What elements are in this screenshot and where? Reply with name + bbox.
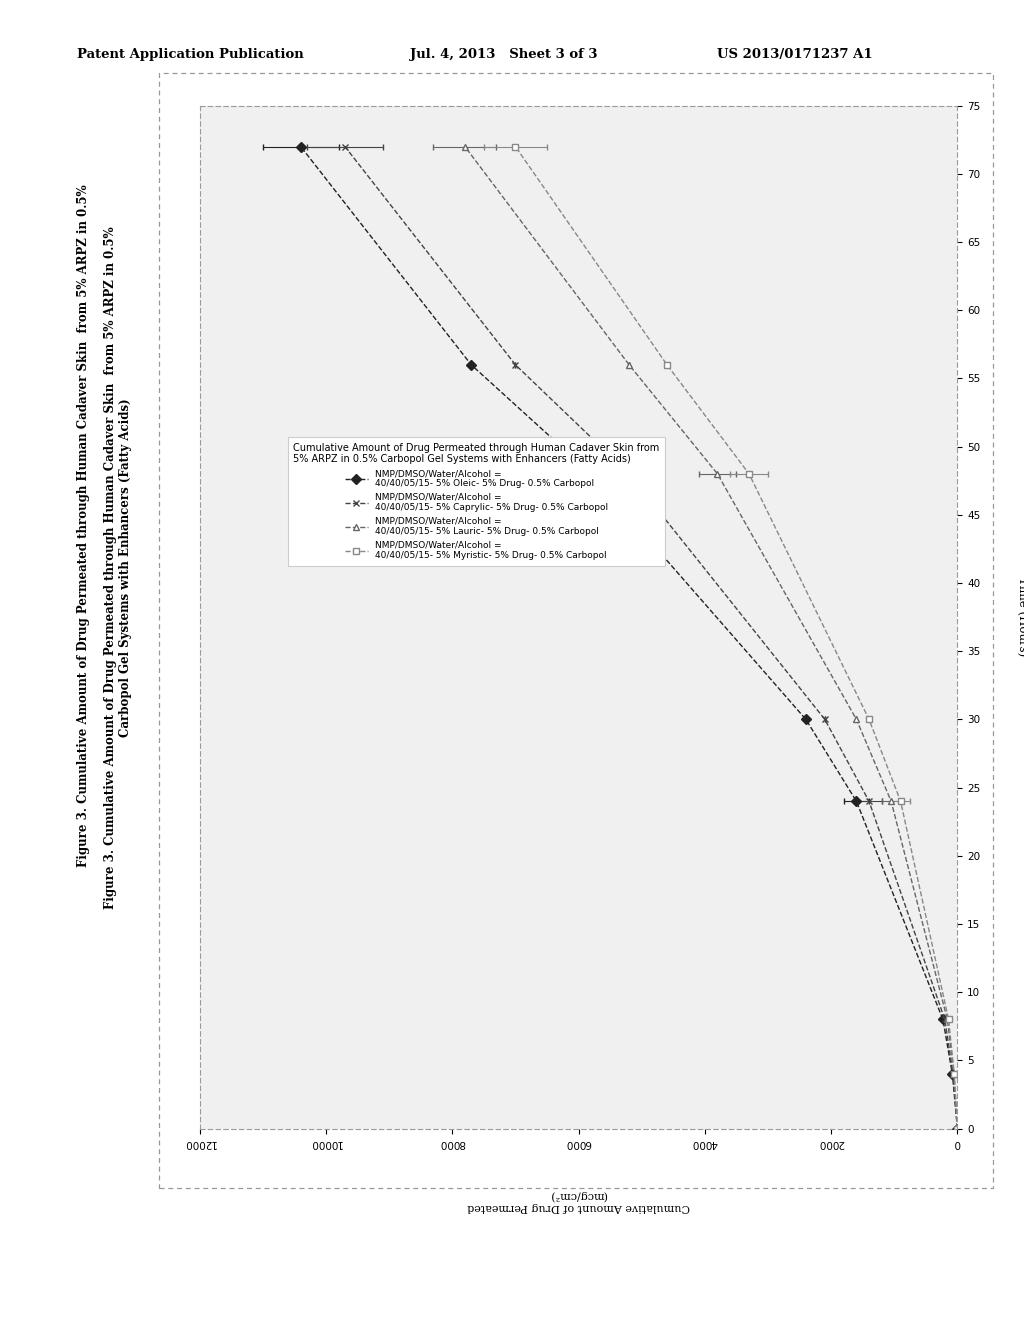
Text: Jul. 4, 2013   Sheet 3 of 3: Jul. 4, 2013 Sheet 3 of 3	[410, 48, 597, 61]
Text: Figure 3. Cumulative Amount of Drug Permeated through Human Cadaver Skin  from 5: Figure 3. Cumulative Amount of Drug Perm…	[77, 185, 90, 867]
Text: Figure 3. Cumulative Amount of Drug Permeated through Human Cadaver Skin  from 5: Figure 3. Cumulative Amount of Drug Perm…	[103, 226, 132, 909]
Legend: NMP/DMSO/Water/Alcohol =
40/40/05/15- 5% Oleic- 5% Drug- 0.5% Carbopol, NMP/DMSO: NMP/DMSO/Water/Alcohol = 40/40/05/15- 5%…	[288, 437, 665, 565]
X-axis label: Cumulative Amount of Drug Permeated
(mcg/cm²): Cumulative Amount of Drug Permeated (mcg…	[467, 1191, 690, 1212]
Y-axis label: Time (Hours): Time (Hours)	[1016, 577, 1024, 657]
Text: US 2013/0171237 A1: US 2013/0171237 A1	[717, 48, 872, 61]
Text: Patent Application Publication: Patent Application Publication	[77, 48, 303, 61]
